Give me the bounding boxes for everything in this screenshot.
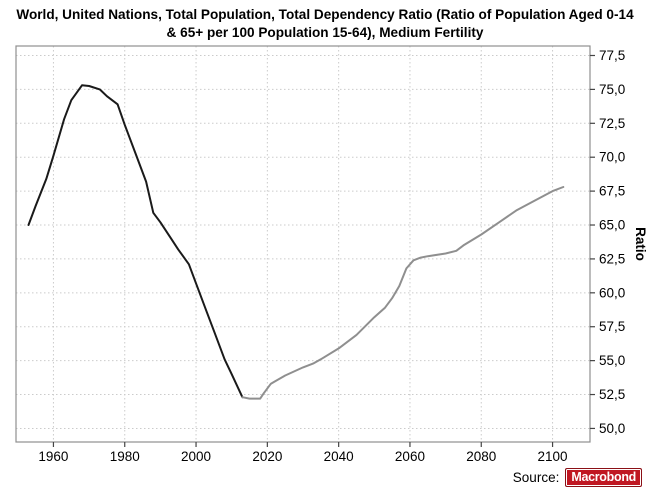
svg-text:77,5: 77,5 — [599, 48, 625, 63]
svg-text:57,5: 57,5 — [599, 319, 625, 334]
svg-text:67,5: 67,5 — [599, 184, 625, 199]
series-lines — [27, 84, 565, 400]
gridlines — [16, 46, 590, 442]
x-axis-labels: 1960 1980 2000 2020 2040 2060 2080 2100 — [38, 449, 567, 464]
macrobond-logo: Macrobond — [565, 468, 642, 487]
svg-text:52,5: 52,5 — [599, 387, 625, 402]
x-axis-ticks — [52, 442, 554, 447]
svg-text:2080: 2080 — [466, 449, 496, 464]
svg-text:2020: 2020 — [252, 449, 282, 464]
plot-border — [15, 45, 591, 443]
svg-text:2060: 2060 — [395, 449, 425, 464]
svg-text:2100: 2100 — [538, 449, 568, 464]
chart-svg: 1960 1980 2000 2020 2040 2060 2080 2100 50,0 52,… — [15, 45, 648, 464]
svg-text:60,0: 60,0 — [599, 285, 625, 300]
svg-text:65,0: 65,0 — [599, 218, 625, 233]
svg-text:72,5: 72,5 — [599, 116, 625, 131]
y-axis-labels: 50,0 52,5 55,0 57,5 60,0 62,5 65,0 67,5 70,0 72,5… — [599, 48, 625, 436]
source-label: Source: — [512, 470, 560, 485]
svg-text:1960: 1960 — [38, 449, 68, 464]
y-axis-ticks — [590, 54, 595, 430]
svg-text:70,0: 70,0 — [599, 150, 625, 165]
svg-text:1980: 1980 — [110, 449, 140, 464]
svg-text:62,5: 62,5 — [599, 251, 625, 266]
source-row: Source: Macrobond — [513, 468, 642, 487]
y-axis-title: Ratio — [633, 227, 648, 261]
svg-text:50,0: 50,0 — [599, 421, 625, 436]
svg-text:75,0: 75,0 — [599, 82, 625, 97]
chart-title: World, United Nations, Total Population,… — [16, 7, 634, 40]
svg-text:Ratio: Ratio — [633, 227, 648, 261]
svg-text:2000: 2000 — [181, 449, 211, 464]
svg-text:2040: 2040 — [324, 449, 354, 464]
svg-text:55,0: 55,0 — [599, 353, 625, 368]
